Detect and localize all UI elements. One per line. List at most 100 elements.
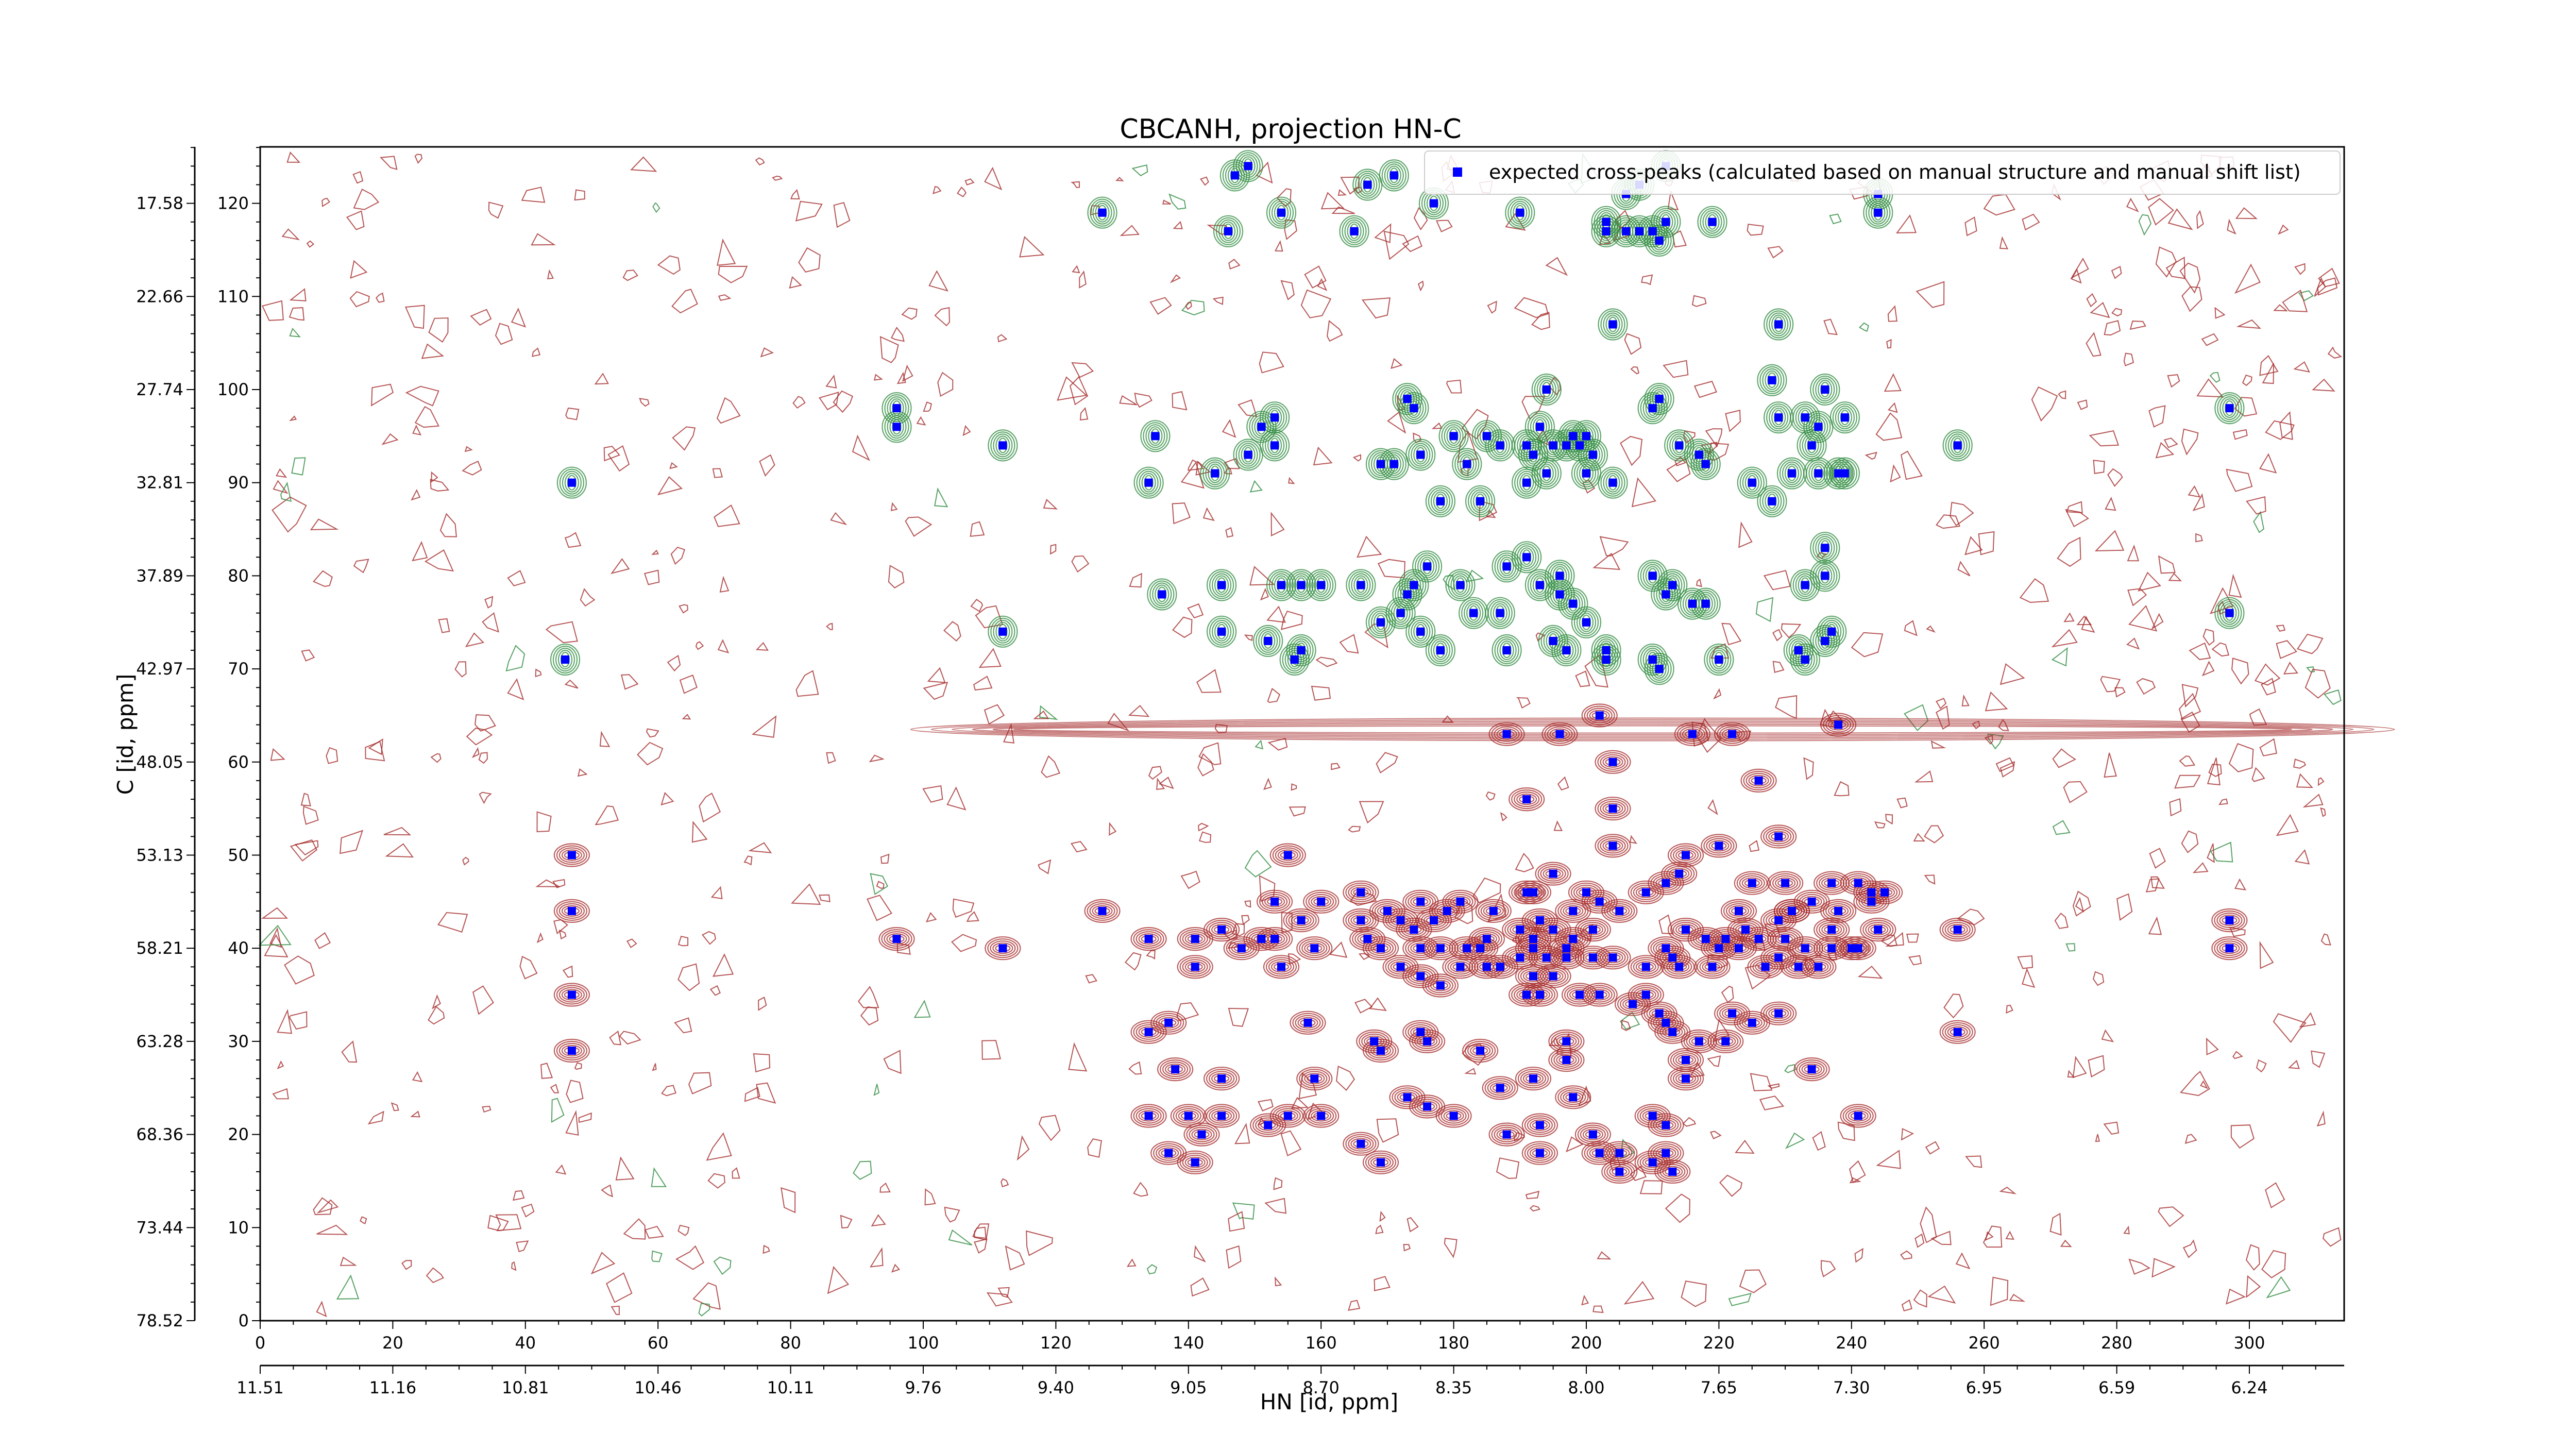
noise-contour	[937, 372, 954, 397]
peak-contour	[1550, 582, 1570, 606]
noise-contour	[934, 307, 950, 327]
noise-contour	[350, 260, 368, 279]
noise-contour	[1109, 822, 1117, 836]
peak-marker	[1542, 385, 1551, 394]
peak-contour	[1762, 368, 1782, 393]
noise-contour	[482, 1105, 492, 1113]
peak-contour	[1840, 936, 1876, 961]
peak-contour	[1868, 923, 1889, 936]
peak-contour	[1267, 435, 1282, 456]
peak-contour	[1577, 948, 1608, 968]
noise-contour	[284, 955, 315, 985]
peak-contour	[1580, 441, 1605, 469]
noise-contour	[1406, 1217, 1419, 1233]
noise-contour	[660, 791, 674, 806]
peak-marker	[1535, 916, 1544, 924]
peak-contour	[1784, 463, 1800, 483]
noise-contour	[1238, 399, 1258, 417]
peak-marker	[1615, 1149, 1624, 1157]
peak-contour	[1211, 1110, 1232, 1122]
noise-contour	[2174, 774, 2201, 789]
noise-contour	[716, 397, 741, 424]
peak-contour	[1871, 203, 1886, 223]
x-tick-label: 100	[907, 1333, 939, 1353]
noise-contour	[401, 1260, 412, 1270]
peak-marker	[1641, 963, 1650, 971]
noise-contour	[2181, 684, 2199, 707]
noise-contour	[667, 654, 681, 672]
peak-contour	[1306, 1106, 1337, 1126]
noise-contour	[1901, 1128, 1914, 1141]
noise-contour	[2201, 333, 2219, 346]
noise-contour	[1926, 625, 1936, 633]
noise-contour	[1874, 821, 1886, 829]
peak-contour	[1165, 1064, 1186, 1075]
peak-marker	[1735, 944, 1743, 953]
peak-contour	[993, 433, 1013, 458]
noise-contour	[280, 481, 292, 502]
legend-marker	[1453, 167, 1462, 177]
peak-contour	[1598, 466, 1628, 499]
noise-contour	[1982, 1225, 2003, 1248]
peak-contour	[2219, 942, 2240, 954]
peak-contour	[557, 649, 573, 670]
noise-contour	[2251, 767, 2265, 782]
peak-marker	[1410, 581, 1418, 589]
noise-contour	[1663, 360, 1689, 378]
peak-contour	[1600, 950, 1626, 966]
noise-contour	[1592, 1305, 1604, 1313]
noise-contour	[1172, 502, 1191, 525]
peak-contour	[1818, 379, 1833, 400]
noise-contour	[488, 201, 504, 219]
peak-contour	[1739, 1015, 1765, 1031]
noise-contour	[2158, 1206, 2184, 1227]
noise-contour	[2273, 1013, 2307, 1043]
noise-contour	[1358, 953, 1370, 961]
peak-contour	[1270, 961, 1292, 973]
noise-contour	[709, 985, 721, 996]
peak-contour	[1690, 448, 1721, 480]
y-tick-label: 120	[217, 194, 249, 213]
peak-contour	[1184, 1156, 1206, 1168]
peak-contour	[1563, 905, 1584, 917]
noise-contour	[1079, 407, 1089, 421]
peak-marker	[1814, 963, 1823, 971]
noise-contour	[1070, 840, 1088, 853]
peak-marker	[1874, 208, 1883, 217]
noise-contour	[2228, 743, 2254, 772]
peak-marker	[1456, 963, 1465, 971]
ridge-contour	[972, 722, 2333, 737]
peak-contour	[1546, 631, 1561, 651]
peak-contour	[1138, 933, 1159, 945]
peak-contour	[1314, 575, 1329, 595]
peak-marker	[1854, 944, 1862, 953]
noise-contour	[1038, 859, 1052, 874]
peak-marker	[1761, 963, 1770, 971]
peak-contour	[1497, 638, 1517, 663]
peak-contour	[1630, 957, 1662, 977]
noise-contour	[521, 187, 546, 203]
peak-marker	[1529, 944, 1537, 953]
peak-contour	[1430, 942, 1451, 954]
peak-marker	[1516, 925, 1524, 934]
peak-contour	[1699, 959, 1725, 975]
peak-contour	[1294, 575, 1309, 595]
peak-contour	[2214, 597, 2245, 629]
noise-contour	[1749, 840, 1760, 852]
peak-marker	[1774, 320, 1783, 329]
x-tick-label: 300	[2233, 1333, 2265, 1353]
peak-contour	[1823, 457, 1854, 490]
peak-contour	[1262, 403, 1287, 432]
peak-marker	[1608, 841, 1617, 850]
peak-marker	[1237, 944, 1246, 953]
noise-contour	[1226, 1245, 1242, 1269]
peak-contour	[1767, 871, 1804, 895]
peak-contour	[1411, 619, 1431, 644]
peak-contour	[1825, 903, 1852, 919]
peak-marker	[1502, 1130, 1511, 1139]
peak-contour	[1819, 617, 1844, 646]
peak-contour	[1292, 1013, 1324, 1033]
noise-contour	[603, 446, 620, 462]
noise-contour	[2054, 913, 2069, 929]
